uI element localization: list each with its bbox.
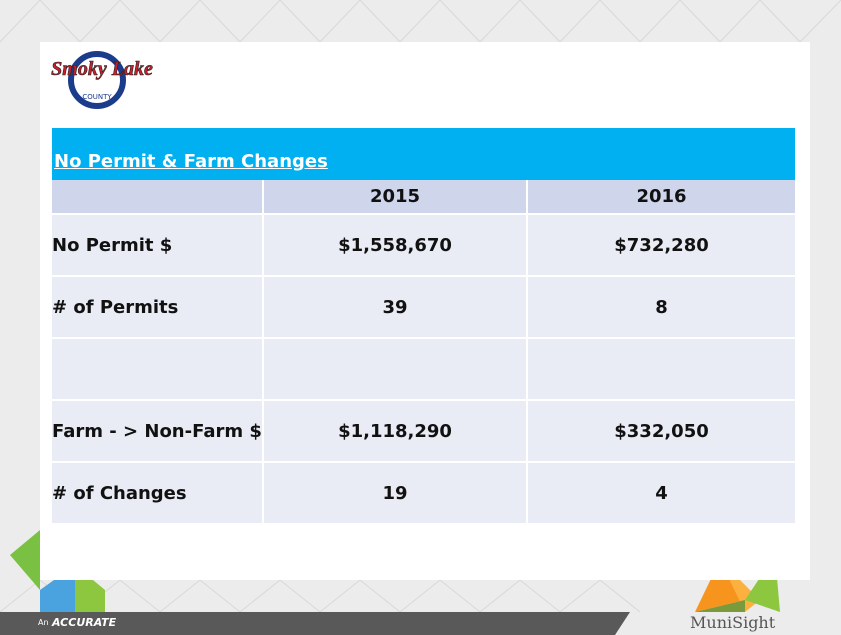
- row-label: Farm - > Non-Farm $: [52, 399, 263, 462]
- product-name: MuniSight: [690, 613, 776, 632]
- logo-name: Smoky Lake: [51, 58, 153, 80]
- data-table: No Permit & Farm Changes 2015 2016 No Per…: [52, 128, 796, 523]
- row-label: No Permit $: [52, 213, 263, 276]
- logo-subtitle: COUNTY: [82, 93, 112, 101]
- logo-ring: [68, 51, 126, 109]
- cell: $1,118,290: [262, 399, 527, 462]
- cell: $332,050: [525, 399, 796, 462]
- cell: 4: [525, 461, 796, 523]
- header-cell: 2015: [262, 180, 527, 214]
- header-cell: 2016: [525, 180, 796, 214]
- footer-brand: ACCURATE: [52, 616, 117, 629]
- logo: Smoky Lake COUNTY: [51, 51, 153, 109]
- empty-cell: [52, 337, 263, 400]
- empty-cell: [525, 337, 796, 400]
- cell: $732,280: [525, 213, 796, 276]
- row-label: # of Permits: [52, 275, 263, 338]
- row-label: # of Changes: [52, 461, 263, 523]
- table-title: No Permit & Farm Changes: [52, 128, 796, 180]
- cell: 19: [262, 461, 527, 523]
- empty-cell: [262, 337, 527, 400]
- cell: $1,558,670: [262, 213, 527, 276]
- footer-prefix: An: [38, 618, 49, 627]
- cell: 39: [262, 275, 527, 338]
- cell: 8: [525, 275, 796, 338]
- header-cell: [52, 180, 263, 214]
